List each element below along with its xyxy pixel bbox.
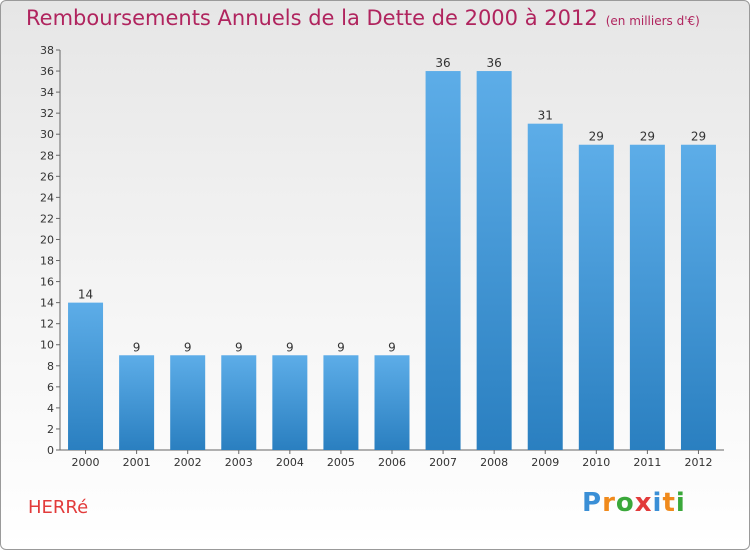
y-tick-label: 38 — [40, 44, 54, 57]
y-tick-label: 30 — [40, 128, 54, 141]
x-tick-label: 2000 — [72, 456, 100, 469]
x-tick-label: 2005 — [327, 456, 355, 469]
logo-letter: o — [615, 488, 635, 518]
y-tick-label: 32 — [40, 107, 54, 120]
y-tick-label: 28 — [40, 149, 54, 162]
logo-letter: i — [652, 488, 663, 518]
logo-letter: r — [602, 488, 616, 518]
bar — [68, 302, 104, 450]
x-tick-label: 2003 — [225, 456, 253, 469]
bar — [374, 355, 410, 450]
logo-letter: x — [634, 488, 653, 518]
data-label: 9 — [184, 340, 192, 354]
logo-letter: t — [662, 488, 676, 518]
data-label: 14 — [78, 288, 93, 302]
bar — [119, 355, 155, 450]
y-tick-label: 20 — [40, 233, 54, 246]
y-tick-label: 24 — [40, 191, 54, 204]
bar — [527, 123, 563, 451]
logo-letter: P — [582, 488, 603, 518]
data-label: 36 — [487, 56, 502, 70]
x-tick-label: 2002 — [174, 456, 202, 469]
y-tick-label: 36 — [40, 65, 54, 78]
x-tick-label: 2012 — [684, 456, 712, 469]
y-tick-label: 0 — [47, 444, 54, 457]
x-tick-label: 2007 — [429, 456, 457, 469]
y-tick-label: 4 — [47, 402, 54, 415]
chart-title: Remboursements Annuels de la Dette de 20… — [26, 6, 700, 30]
data-label: 29 — [691, 130, 706, 144]
bar — [170, 355, 206, 450]
data-label: 31 — [538, 109, 553, 123]
data-label: 29 — [589, 130, 604, 144]
y-tick-label: 22 — [40, 212, 54, 225]
y-tick-label: 18 — [40, 255, 54, 268]
data-label: 9 — [235, 340, 243, 354]
bar — [272, 355, 308, 450]
data-label: 9 — [286, 340, 294, 354]
bar — [425, 71, 461, 450]
data-label: 36 — [435, 56, 450, 70]
bar — [629, 144, 665, 450]
y-tick-label: 34 — [40, 86, 54, 99]
labels: 2000 14 2001 9 2002 9 2003 9 2004 9 2005 9 2006 9 2007… — [72, 56, 713, 469]
y-tick-label: 16 — [40, 276, 54, 289]
x-tick-label: 2001 — [123, 456, 151, 469]
x-tick-label: 2010 — [582, 456, 610, 469]
y-tick-label: 10 — [40, 339, 54, 352]
y-tick-label: 12 — [40, 318, 54, 331]
logo-letter: i — [675, 488, 686, 518]
bar — [680, 144, 716, 450]
data-label: 9 — [133, 340, 141, 354]
bars — [68, 71, 716, 451]
data-label: 9 — [388, 340, 396, 354]
x-tick-label: 2009 — [531, 456, 559, 469]
y-tick-label: 8 — [47, 360, 54, 373]
y-tick-label: 6 — [47, 381, 54, 394]
data-label: 29 — [640, 130, 655, 144]
commune-name: HERRé — [28, 497, 89, 518]
x-tick-label: 2006 — [378, 456, 406, 469]
proxiti-logo: Proxiti — [582, 488, 686, 518]
bar — [323, 355, 359, 450]
y-tick-label: 14 — [40, 297, 54, 310]
chart-unit: (en milliers d'€) — [605, 14, 700, 28]
x-tick-label: 2004 — [276, 456, 304, 469]
bar — [578, 144, 614, 450]
x-tick-label: 2011 — [633, 456, 661, 469]
bar — [476, 71, 512, 450]
bar — [221, 355, 257, 450]
y-tick-label: 2 — [47, 423, 54, 436]
y-tick-label: 26 — [40, 170, 54, 183]
data-label: 9 — [337, 340, 345, 354]
chart-title-text: Remboursements Annuels de la Dette de 20… — [26, 6, 598, 30]
x-tick-label: 2008 — [480, 456, 508, 469]
